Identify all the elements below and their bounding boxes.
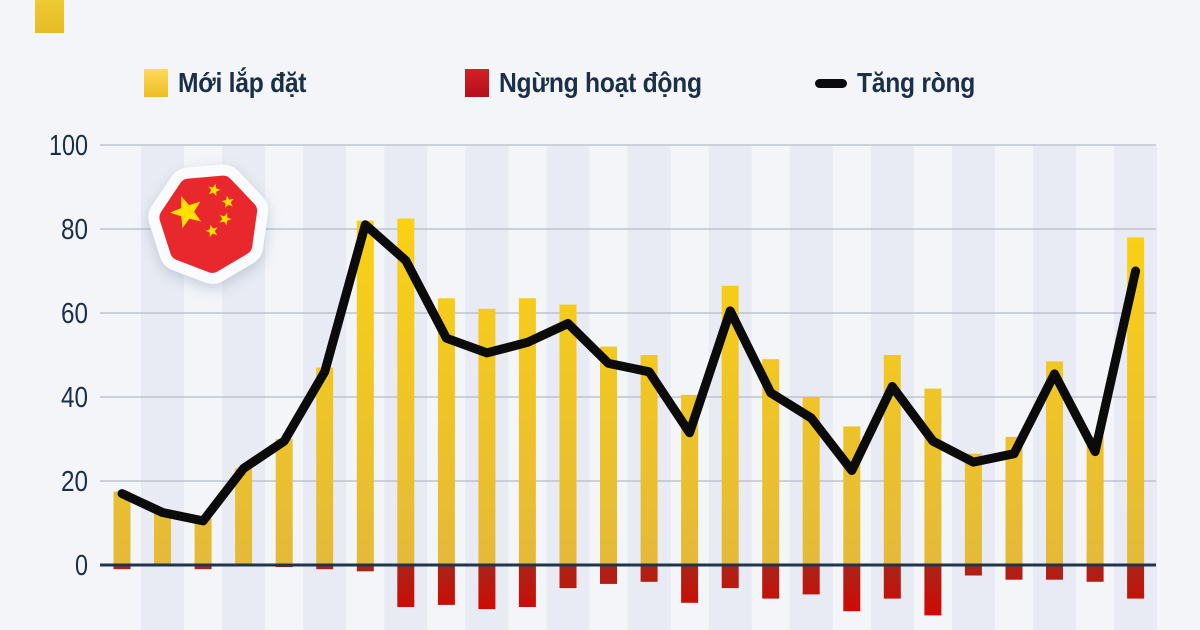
legend-label-decommissioned: Ngừng hoạt động xyxy=(499,67,702,98)
bar-new-installed-11 xyxy=(518,298,536,565)
bar-new-installed-6 xyxy=(316,367,334,565)
bar-new-installed-2 xyxy=(154,510,171,565)
bar-new-installed-20 xyxy=(883,355,901,565)
y-tick-label-60: 60 xyxy=(61,298,88,330)
bar-decommissioned-19 xyxy=(843,565,861,612)
flag-star-small-2 xyxy=(221,195,234,208)
bar-decommissioned-12 xyxy=(559,565,577,589)
brand-mark xyxy=(35,0,64,33)
bar-new-installed-5 xyxy=(275,439,293,565)
legend-item-decommissioned: Ngừng hoạt động xyxy=(465,67,729,99)
bar-new-installed-1 xyxy=(113,491,131,565)
bar-decommissioned-22 xyxy=(964,565,982,576)
flag-star-small-4 xyxy=(205,224,218,238)
bar-decommissioned-10 xyxy=(478,565,496,610)
legend-item-net-increase: Tăng ròng xyxy=(815,67,991,99)
bar-new-installed-13 xyxy=(600,346,617,565)
new-installed-swatch-icon xyxy=(144,69,168,97)
flag-star-small-1 xyxy=(208,183,221,197)
bar-decommissioned-9 xyxy=(437,565,455,605)
bar-decommissioned-14 xyxy=(640,565,658,582)
y-tick-label-40: 40 xyxy=(61,382,88,414)
bar-new-installed-3 xyxy=(194,518,212,565)
bar-decommissioned-1 xyxy=(113,565,131,570)
bar-decommissioned-20 xyxy=(883,565,901,599)
bar-new-installed-18 xyxy=(802,397,820,565)
bar-new-installed-26 xyxy=(1127,237,1145,565)
bar-new-installed-12 xyxy=(559,304,577,565)
bar-decommissioned-18 xyxy=(802,565,820,595)
bar-decommissioned-7 xyxy=(356,565,374,572)
net-increase-line-swatch-icon xyxy=(815,78,847,88)
bar-decommissioned-15 xyxy=(681,565,699,603)
decommissioned-swatch-icon xyxy=(465,69,489,97)
y-tick-label-100: 100 xyxy=(49,130,88,162)
bar-decommissioned-3 xyxy=(194,565,212,570)
china-flag-badge xyxy=(148,164,269,284)
bar-new-installed-8 xyxy=(397,218,415,565)
bar-new-installed-17 xyxy=(762,359,780,565)
bar-new-installed-19 xyxy=(843,426,861,565)
bar-decommissioned-23 xyxy=(1005,565,1023,580)
bar-new-installed-21 xyxy=(924,388,942,565)
legend-item-new-installed: Mới lắp đặt xyxy=(144,67,324,99)
y-tick-label-80: 80 xyxy=(61,214,88,246)
bar-decommissioned-13 xyxy=(600,565,617,584)
y-tick-label-0: 0 xyxy=(75,550,88,582)
bar-new-installed-22 xyxy=(964,453,982,565)
flag-heptagon xyxy=(159,175,258,273)
flag-star-small-3 xyxy=(219,212,232,226)
bar-new-installed-9 xyxy=(437,298,455,565)
bar-new-installed-4 xyxy=(235,468,253,565)
bar-new-installed-16 xyxy=(721,285,739,565)
bar-decommissioned-25 xyxy=(1086,565,1104,582)
net-increase-line xyxy=(117,220,1141,526)
bar-new-installed-15 xyxy=(681,394,699,565)
bar-new-installed-10 xyxy=(478,308,496,565)
bar-decommissioned-26 xyxy=(1127,565,1145,599)
flag-star-large xyxy=(170,196,202,229)
bar-decommissioned-11 xyxy=(518,565,536,607)
bar-decommissioned-8 xyxy=(397,565,415,607)
bar-decommissioned-6 xyxy=(316,565,334,570)
bar-new-installed-25 xyxy=(1086,436,1104,565)
bar-new-installed-23 xyxy=(1005,436,1023,565)
bar-decommissioned-24 xyxy=(1046,565,1063,580)
bar-decommissioned-17 xyxy=(762,565,780,599)
bar-new-installed-24 xyxy=(1046,361,1063,565)
legend-label-net-increase: Tăng ròng xyxy=(857,67,976,98)
bar-new-installed-7 xyxy=(356,220,374,565)
legend-label-new-installed: Mới lắp đặt xyxy=(178,67,307,98)
bar-decommissioned-16 xyxy=(721,565,739,589)
y-tick-label-20: 20 xyxy=(61,466,88,498)
bar-new-installed-14 xyxy=(640,355,658,565)
bar-decommissioned-21 xyxy=(924,565,942,616)
